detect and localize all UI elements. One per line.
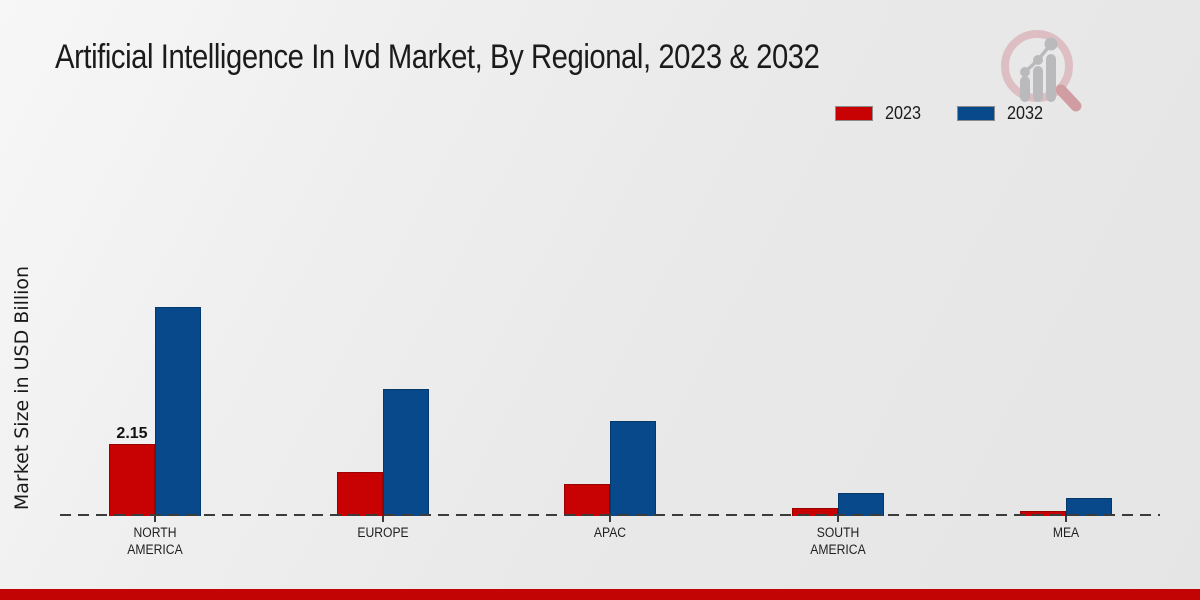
bar-value-label-north-america: 2.15 (116, 425, 148, 442)
legend: 2023 2032 (835, 103, 1045, 124)
bar-group-apac (564, 421, 656, 516)
magnifier-bar-chart-logo (1001, 30, 1082, 112)
bar-2032-apac (610, 421, 656, 516)
logo-bars-icon (1020, 54, 1056, 102)
x-axis-baseline (60, 514, 1160, 516)
footer-bar (0, 589, 1200, 600)
x-tick-label-north-america: NORTH AMERICA (127, 525, 183, 557)
legend-item-2032: 2032 (957, 103, 1045, 124)
bar-group-mea (1020, 498, 1112, 516)
x-axis-tick-mea (1065, 516, 1067, 522)
bar-2023-europe (337, 472, 383, 516)
bar-2023-apac (564, 484, 610, 516)
x-axis-tick-north-america (154, 516, 156, 522)
x-axis-tick-europe (382, 516, 384, 522)
bar-2032-mea (1066, 498, 1112, 516)
bar-2032-south-america (838, 493, 884, 516)
bar-group-north-america: 2.15 (109, 307, 201, 516)
logo-trend-dots-icon (1020, 37, 1058, 77)
legend-label-2032: 2032 (1007, 103, 1044, 123)
chart-title: Artificial Intelligence In Ivd Market, B… (55, 38, 820, 76)
x-tick-label-south-america: SOUTH AMERICA (810, 525, 866, 557)
x-axis-tick-south-america (837, 516, 839, 522)
legend-item-2023: 2023 (835, 103, 923, 124)
legend-label-2023: 2023 (885, 103, 922, 123)
x-tick-label-europe: EUROPE (357, 525, 409, 540)
bar-2032-north-america (155, 307, 201, 516)
bar-group-south-america (792, 493, 884, 516)
legend-swatch-2023 (835, 106, 873, 121)
legend-swatch-2032 (957, 106, 996, 121)
bar-2032-europe (383, 389, 429, 516)
x-tick-label-apac: APAC (593, 525, 627, 540)
x-tick-label-mea: MEA (1052, 525, 1080, 540)
bar-2023-south-america (792, 508, 838, 516)
bar-group-europe (337, 389, 429, 516)
bar-2023-north-america: 2.15 (109, 425, 155, 516)
bar-2023-mea (1020, 511, 1066, 516)
magnifier-handle-icon (1055, 84, 1082, 112)
x-axis-tick-apac (609, 516, 611, 522)
